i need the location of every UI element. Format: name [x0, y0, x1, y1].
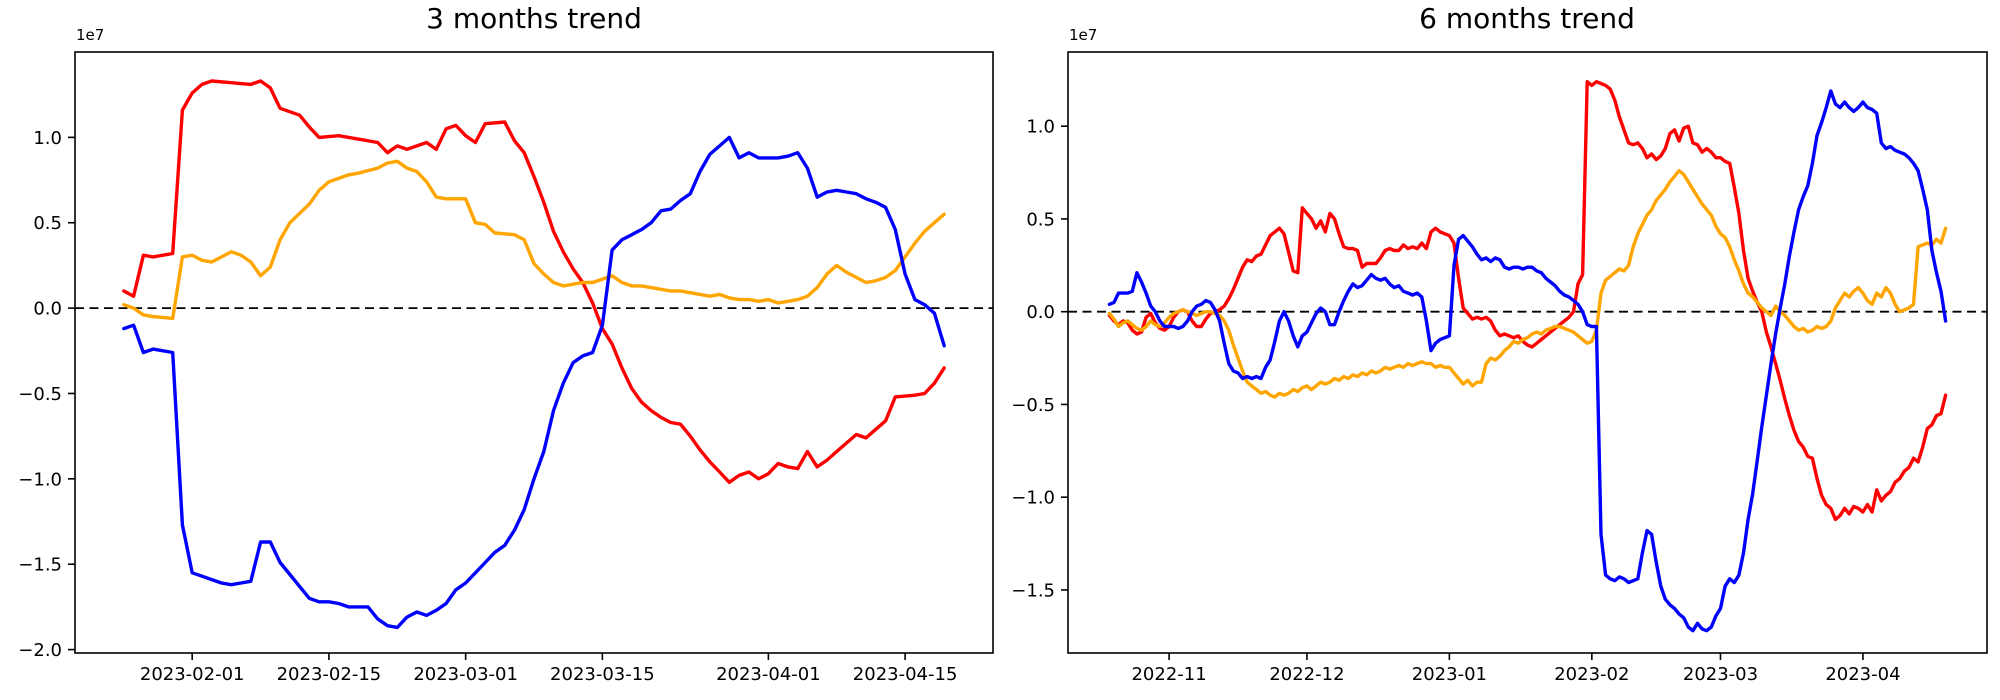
- left-y-axis-offset-label: 1e7: [76, 26, 105, 44]
- orange-line: [122, 159, 946, 321]
- chart-right: 1.0 0.5 0.0 −0.5 −1.0 −1.5 2022-11 2022-12 2023-…: [1011, 51, 1988, 685]
- x-tick-label: 2023-03-15: [550, 664, 655, 685]
- x-tick-label: 2023-04-15: [853, 664, 958, 685]
- x-tick-label: 2023-02: [1554, 664, 1629, 685]
- orange-line: [1107, 168, 1948, 399]
- blue-line: [1107, 89, 1948, 633]
- x-tick-label: 2023-04-01: [716, 664, 821, 685]
- x-tick-label: 2023-01: [1412, 664, 1487, 685]
- axes-spines: [74, 51, 994, 654]
- y-tick-label: 0.5: [33, 213, 62, 234]
- x-tick-label: 2023-03-01: [413, 664, 518, 685]
- y-tick-label: −1.5: [18, 555, 62, 576]
- y-tick-label: −0.5: [1011, 395, 1055, 416]
- blue-line: [122, 135, 946, 630]
- y-tick-label: 0.0: [33, 299, 62, 320]
- x-tick-label: 2023-02-01: [140, 664, 245, 685]
- x-tick-label: 2022-11: [1131, 664, 1206, 685]
- y-tick-label: 0.5: [1026, 209, 1055, 230]
- right-y-axis-offset-label: 1e7: [1069, 26, 1098, 44]
- x-tick-label: 2022-12: [1269, 664, 1344, 685]
- x-tick-label: 2023-02-15: [277, 664, 382, 685]
- x-tick-label: 2023-03: [1683, 664, 1758, 685]
- y-tick-label: 1.0: [33, 128, 62, 149]
- y-tick-label: −1.0: [18, 469, 62, 490]
- y-tick-label: −1.5: [1011, 580, 1055, 601]
- y-tick-label: 0.0: [1026, 302, 1055, 323]
- red-line: [1107, 79, 1948, 522]
- red-line: [122, 79, 946, 484]
- x-tick-label: 2023-04: [1825, 664, 1900, 685]
- axes-spines: [1067, 51, 1988, 654]
- y-tick-label: −0.5: [18, 384, 62, 405]
- chart-left: 1.0 0.5 0.0 −0.5 −1.0 −1.5 −2.0 2023-02-01 2023-…: [18, 51, 994, 685]
- left-chart-title: 3 months trend: [426, 2, 642, 35]
- right-chart-title: 6 months trend: [1419, 2, 1635, 35]
- y-tick-label: −2.0: [18, 640, 62, 661]
- y-tick-label: 1.0: [1026, 117, 1055, 138]
- y-tick-label: −1.0: [1011, 488, 1055, 509]
